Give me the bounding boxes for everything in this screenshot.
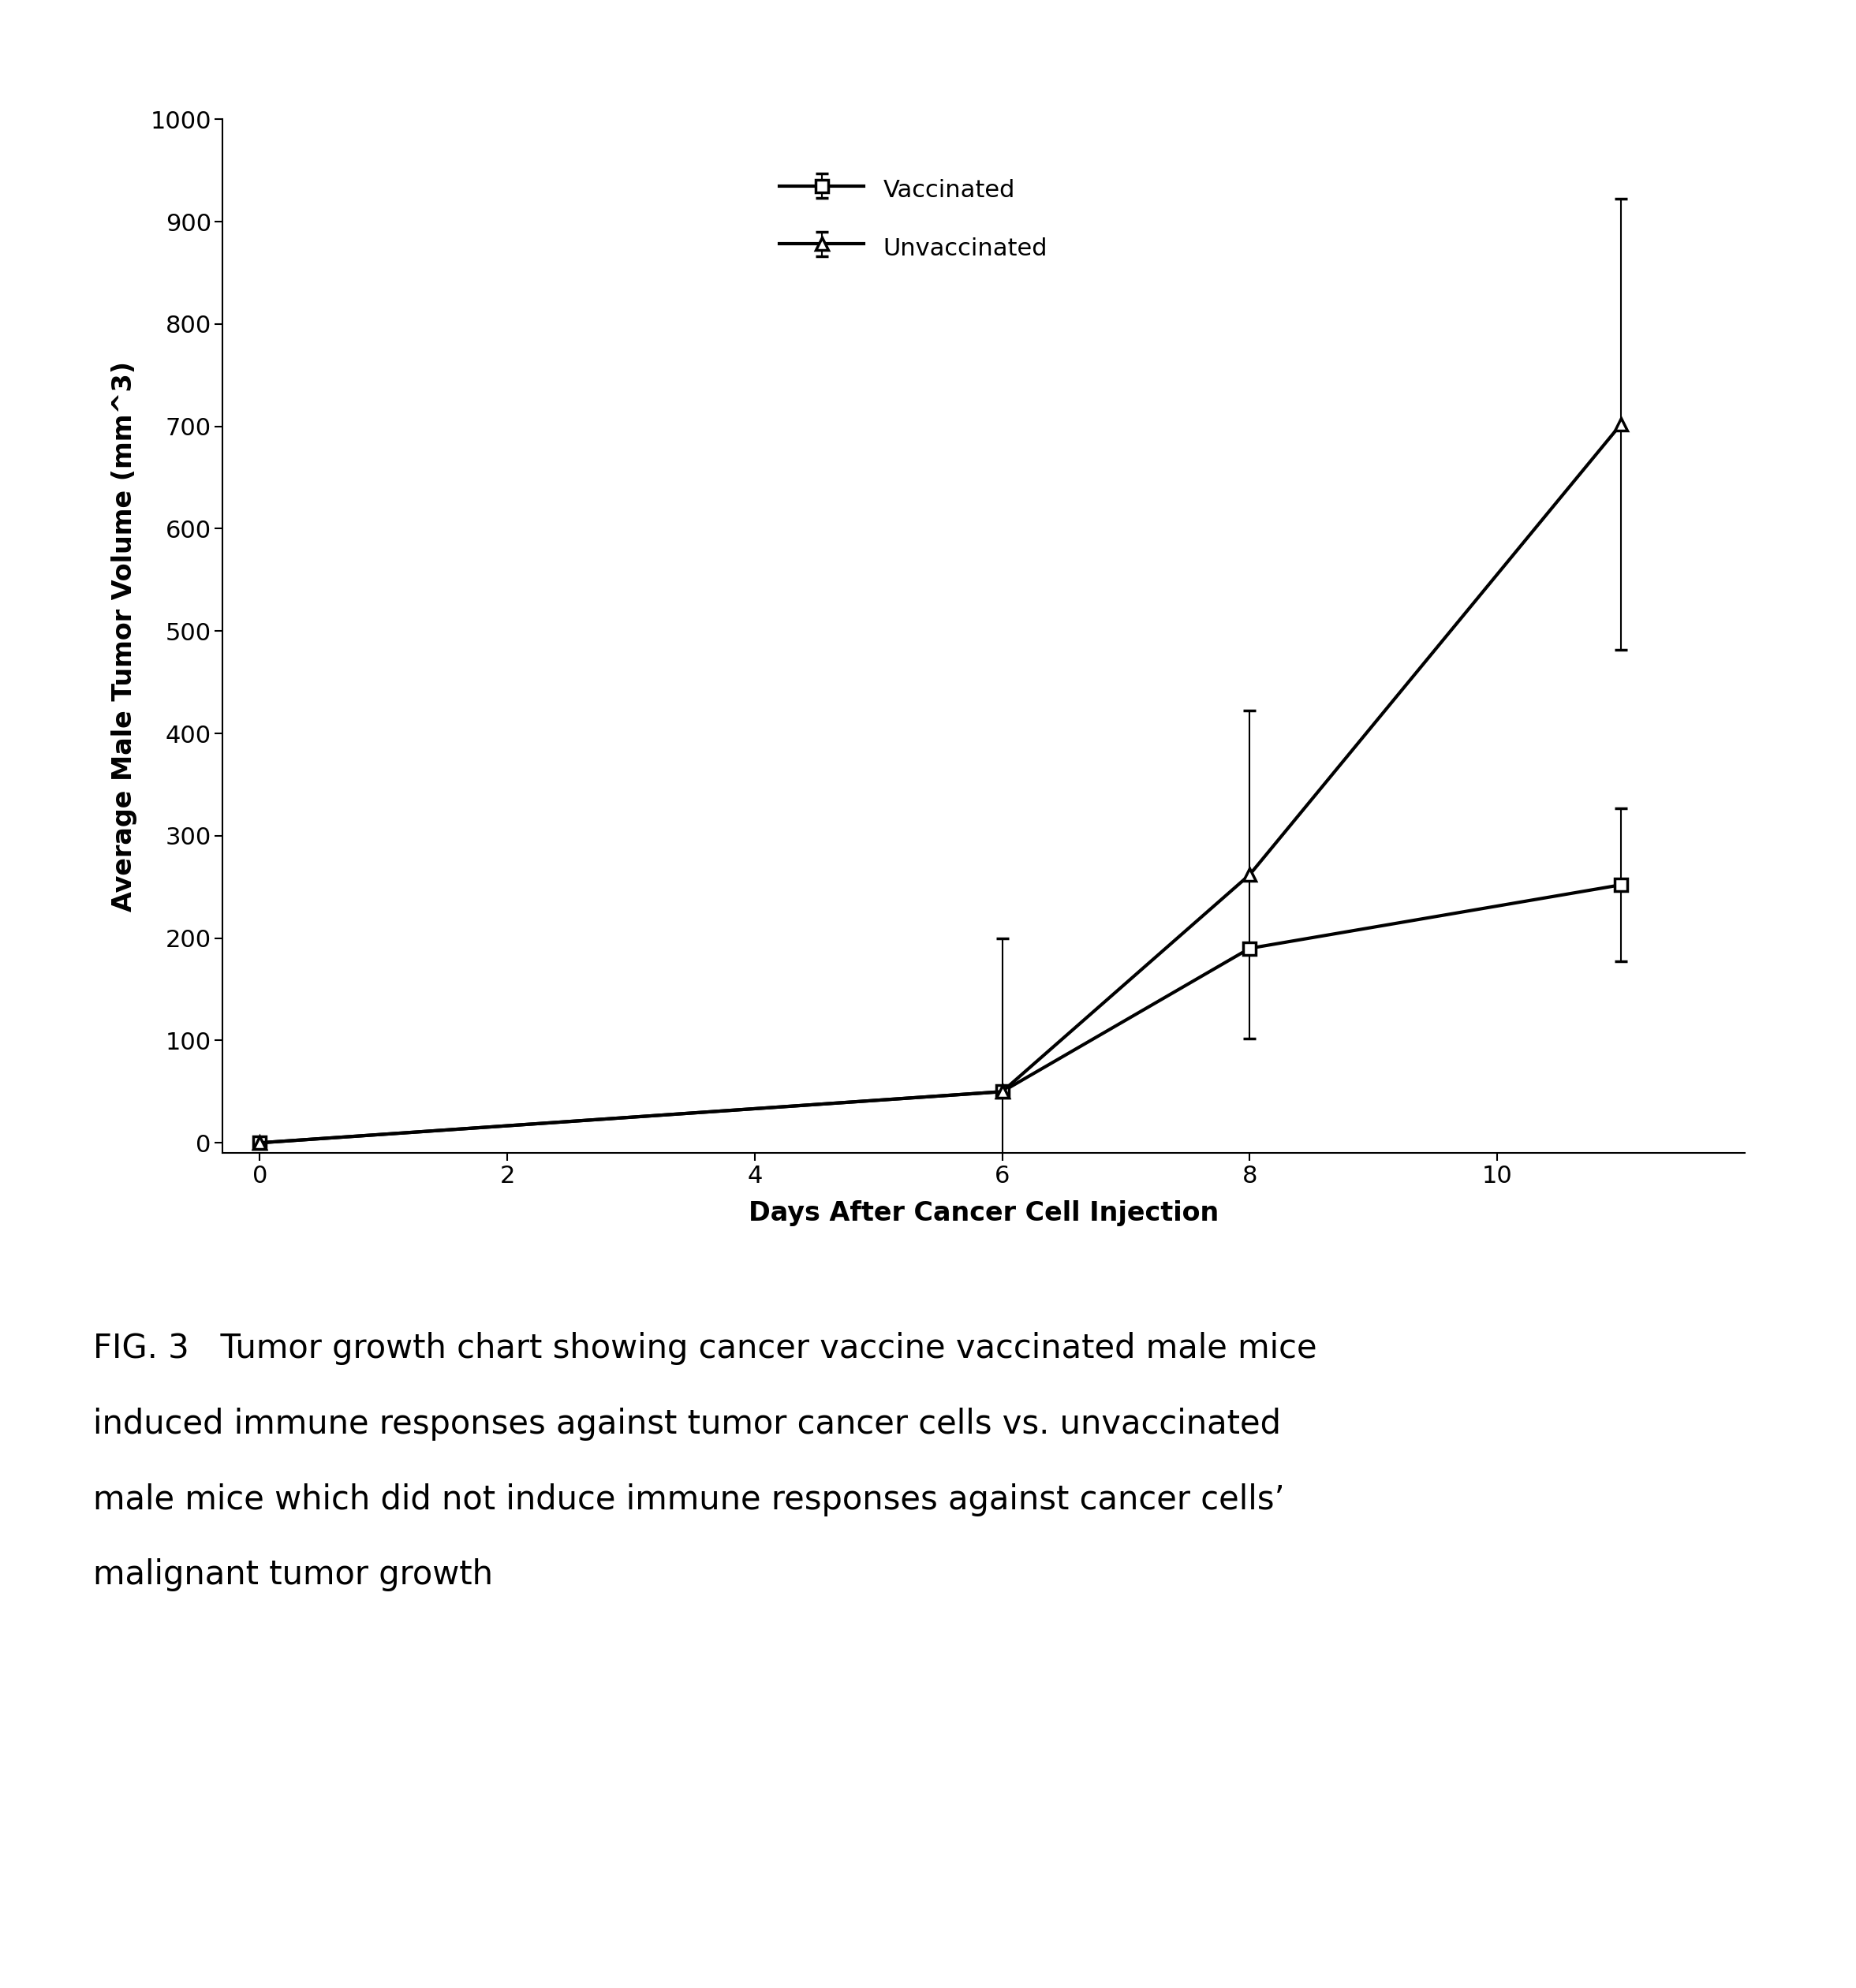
Text: malignant tumor growth: malignant tumor growth [93, 1559, 492, 1592]
Legend: Vaccinated, Unvaccinated: Vaccinated, Unvaccinated [767, 163, 1060, 274]
Text: induced immune responses against tumor cancer cells vs. unvaccinated: induced immune responses against tumor c… [93, 1408, 1281, 1441]
X-axis label: Days After Cancer Cell Injection: Days After Cancer Cell Injection [748, 1201, 1219, 1227]
Text: FIG. 3   Tumor growth chart showing cancer vaccine vaccinated male mice: FIG. 3 Tumor growth chart showing cancer… [93, 1332, 1316, 1366]
Text: male mice which did not induce immune responses against cancer cells’: male mice which did not induce immune re… [93, 1483, 1284, 1517]
Y-axis label: Average Male Tumor Volume (mm^3): Average Male Tumor Volume (mm^3) [111, 362, 137, 911]
